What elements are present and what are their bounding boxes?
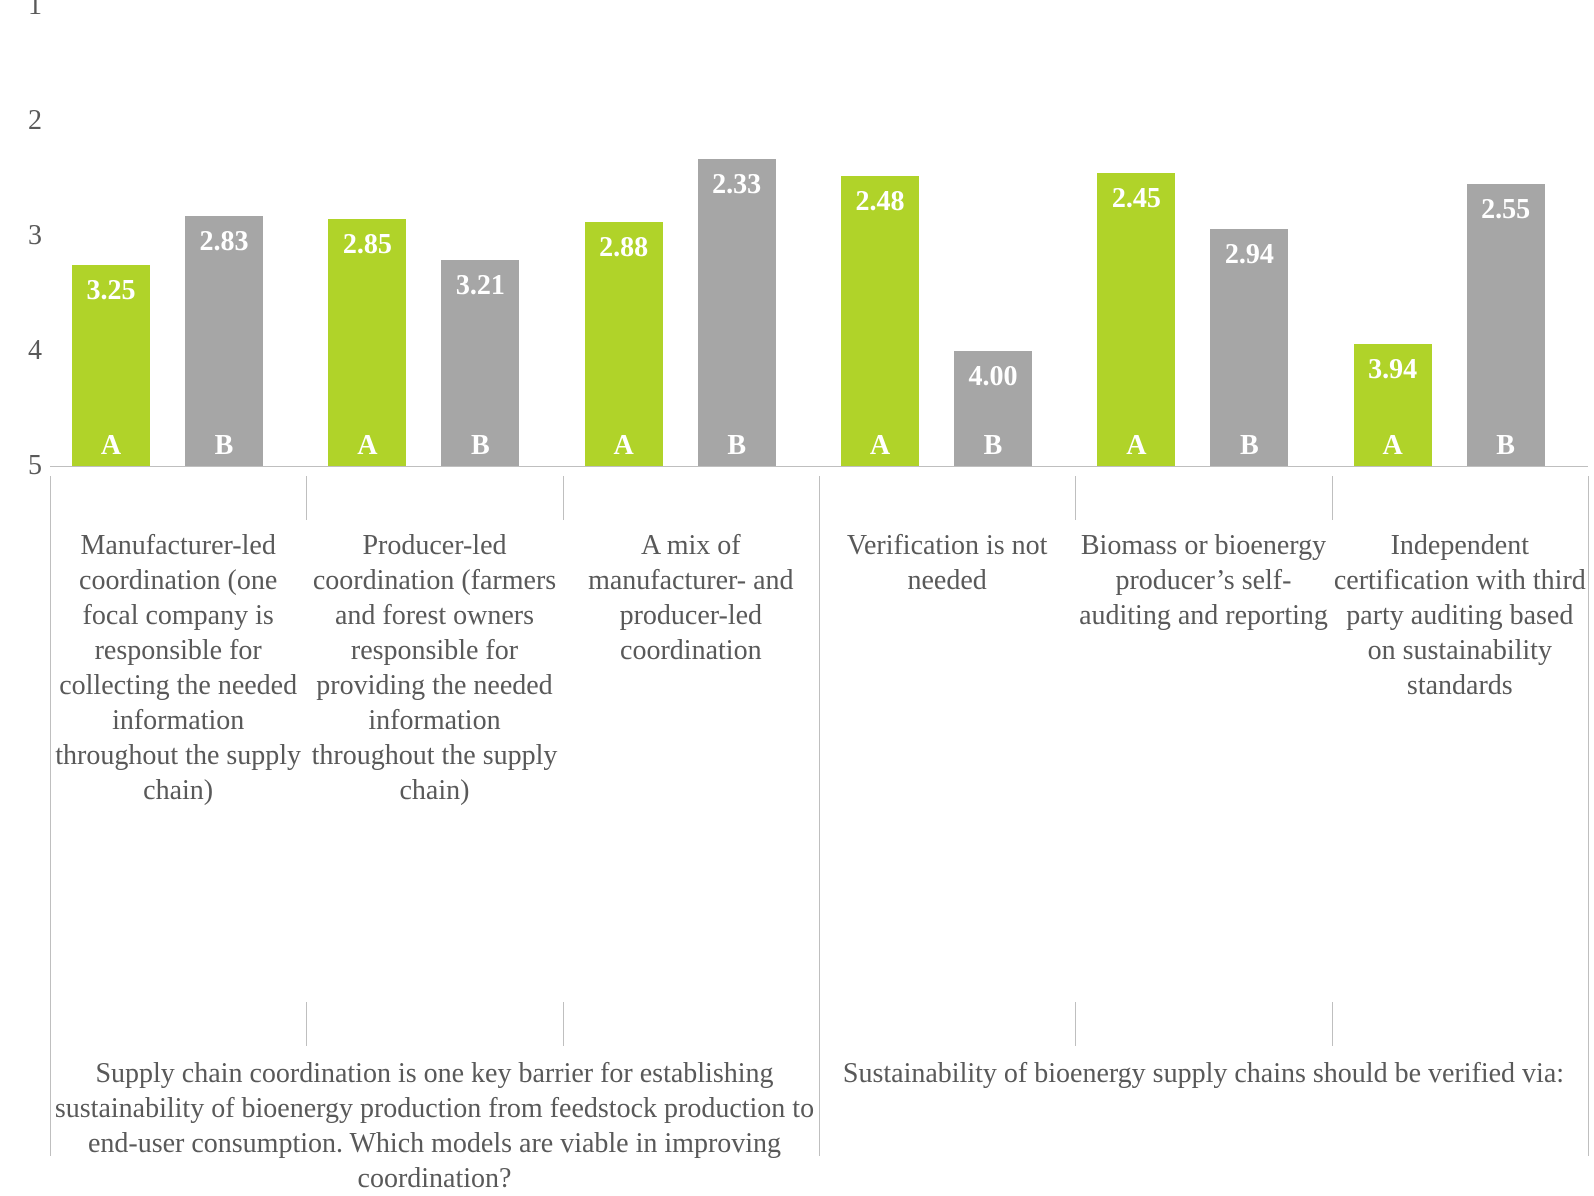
group-separator <box>50 476 51 1156</box>
category-separator <box>563 476 564 520</box>
y-tick-label: 1 <box>28 0 50 22</box>
group-tick <box>1332 1002 1333 1046</box>
y-tick-label: 3 <box>28 220 50 252</box>
bar-A: 3.25 A <box>72 265 150 466</box>
bar-A: 2.88 A <box>585 222 663 466</box>
bar-value-label: 2.83 <box>185 226 263 258</box>
bar-B: 2.33 B <box>698 159 776 466</box>
category-separator <box>306 476 307 520</box>
bar-value-label: 4.00 <box>954 361 1032 393</box>
bar-series-label: A <box>841 430 919 462</box>
group-tick <box>1075 1002 1076 1046</box>
group-label: Supply chain coordination is one key bar… <box>50 1056 819 1196</box>
bar-chart: 1 2 3 4 5 3.25 A 2.83 B Manufacturer-led coordina… <box>0 0 1594 1161</box>
bar-series-label: A <box>585 430 663 462</box>
group-label: Sustainability of bioenergy supply chain… <box>819 1056 1588 1091</box>
group-separator <box>819 476 820 1156</box>
y-tick-label: 2 <box>28 105 50 137</box>
bar-value-label: 2.33 <box>698 169 776 201</box>
bar-B: 2.94 B <box>1210 229 1288 466</box>
category-label: Verification is not needed <box>819 528 1075 598</box>
bar-value-label: 3.25 <box>72 275 150 307</box>
bar-series-label: B <box>1210 430 1288 462</box>
bar-series-label: B <box>441 430 519 462</box>
bar-series-label: B <box>698 430 776 462</box>
bar-B: 2.55 B <box>1467 184 1545 466</box>
group-tick <box>306 1002 307 1046</box>
category-label: Manufacturer-led coordination (one focal… <box>50 528 306 808</box>
bar-value-label: 2.48 <box>841 186 919 218</box>
bar-value-label: 3.94 <box>1354 354 1432 386</box>
category-separator <box>1075 476 1076 520</box>
bar-B: 2.83 B <box>185 216 263 466</box>
bar-value-label: 3.21 <box>441 270 519 302</box>
bar-series-label: B <box>185 430 263 462</box>
bar-A: 2.45 A <box>1097 173 1175 466</box>
bar-value-label: 2.55 <box>1467 194 1545 226</box>
y-tick-label: 5 <box>28 450 50 482</box>
bar-value-label: 2.94 <box>1210 239 1288 271</box>
plot-area: 123453.25A2.83BManufacturer-led coordina… <box>50 6 1588 466</box>
bar-value-label: 2.85 <box>328 229 406 261</box>
x-axis-baseline <box>50 466 1588 467</box>
category-label: A mix of manufacturer- and producer-led … <box>563 528 819 668</box>
bar-A: 3.94 A <box>1354 344 1432 466</box>
bar-series-label: A <box>1097 430 1175 462</box>
bar-series-label: A <box>72 430 150 462</box>
bar-value-label: 2.45 <box>1097 183 1175 215</box>
bar-series-label: A <box>1354 430 1432 462</box>
bar-A: 2.85 A <box>328 219 406 466</box>
group-separator <box>1588 476 1589 1156</box>
category-label: Independent certification with third par… <box>1332 528 1588 703</box>
category-label: Biomass or bioenergy producer’s self-aud… <box>1075 528 1331 633</box>
bar-A: 2.48 A <box>841 176 919 466</box>
category-separator <box>1332 476 1333 520</box>
bar-series-label: A <box>328 430 406 462</box>
y-tick-label: 4 <box>28 335 50 367</box>
bar-B: 4.00 B <box>954 351 1032 466</box>
bar-series-label: B <box>1467 430 1545 462</box>
group-tick <box>563 1002 564 1046</box>
bar-series-label: B <box>954 430 1032 462</box>
bar-B: 3.21 B <box>441 260 519 466</box>
bar-value-label: 2.88 <box>585 232 663 264</box>
category-label: Producer-led coordination (farmers and f… <box>306 528 562 808</box>
